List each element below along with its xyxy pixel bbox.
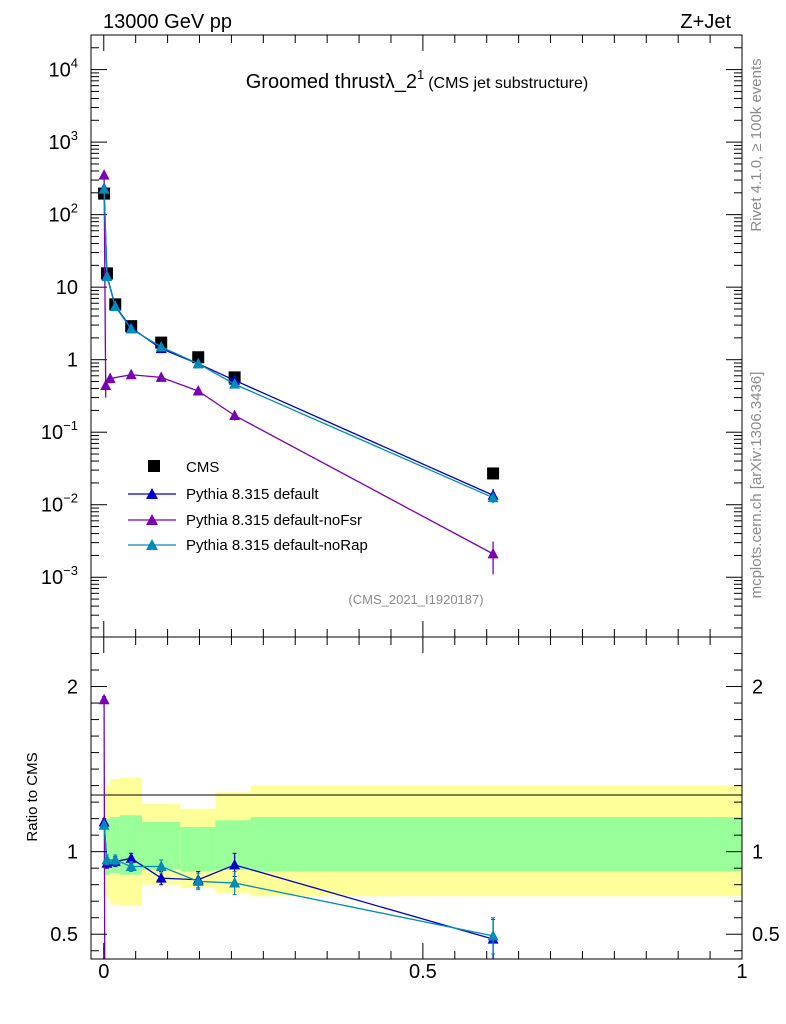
ratio-point-pythia-8-315-default-norap	[101, 853, 113, 865]
ratio-y-tick-label-right: 0.5	[752, 924, 780, 946]
ratio-frame	[90, 636, 743, 960]
data-point-pythia-8-315-default-norap	[192, 357, 204, 369]
main-y-tick-label: 104	[49, 56, 78, 82]
main-y-tick-label-base: 10	[41, 567, 63, 589]
main-y-tick-label-exponent: 3	[71, 128, 78, 143]
chart-title-superscript: 1	[417, 67, 424, 82]
data-point-pythia-8-315-default-norap	[98, 183, 110, 194]
main-y-tick-label-base: 1	[67, 350, 78, 372]
ratio-series	[98, 693, 499, 960]
main-y-tick-label-exponent: 2	[71, 201, 78, 216]
ratio-point-pythia-8-315-default	[155, 872, 167, 883]
main-y-tick-label: 10	[56, 277, 78, 299]
data-point-pythia-8-315-default-norap	[109, 300, 121, 312]
data-point-cms	[487, 467, 500, 480]
process-label: Z+Jet	[680, 11, 731, 33]
data-point-pythia-8-315-default-norap	[229, 378, 241, 389]
ratio-point-pythia-8-315-default-norap	[98, 819, 110, 830]
legend-label-nofsr: Pythia 8.315 default-noFsr	[186, 512, 362, 529]
data-point-pythia-8-315-default-nofsr	[155, 371, 167, 382]
ratio-y-tick-label-right: 2	[752, 677, 763, 699]
ratio-point-pythia-8-315-default-nofsr	[98, 693, 110, 705]
legend-label-default: Pythia 8.315 default	[186, 486, 319, 503]
ratio-point-pythia-8-315-default-norap	[229, 877, 241, 888]
main-y-tick-label-exponent: 4	[71, 56, 78, 71]
ratio-point-pythia-8-315-default-norap	[125, 860, 137, 872]
stat-uncertainty-band	[180, 826, 216, 872]
mcplots-label: mcplots.cern.ch [arXiv:1306.3436]	[748, 372, 765, 599]
legend-marker-nofsr	[146, 514, 158, 525]
ratio-point-pythia-8-315-default-norap	[192, 875, 204, 886]
main-ticks	[91, 34, 743, 637]
ratio-point-pythia-8-315-default	[229, 858, 241, 870]
main-y-tick-label: 102	[49, 201, 78, 227]
data-point-pythia-8-315-default-nofsr	[100, 379, 112, 391]
data-point-pythia-8-315-default-nofsr	[487, 547, 499, 559]
main-y-tick-label-base: 10	[49, 205, 71, 227]
ratio-panel: 0.5 0.51 12 20 0.5 1 Ratio to CMS	[24, 636, 780, 983]
data-point-pythia-8-315-default-nofsr	[229, 409, 241, 420]
ratio-uncertainty-bands	[103, 777, 742, 907]
legend-marker-norap	[146, 539, 158, 550]
legend: CMS Pythia 8.315 default Pythia 8.315 de…	[128, 459, 368, 554]
legend-label-norap: Pythia 8.315 default-noRap	[186, 537, 368, 554]
main-y-tick-label-exponent: −2	[63, 491, 78, 506]
main-y-tick-label: 10−3	[41, 563, 78, 589]
main-y-tick-label: 1	[67, 350, 78, 372]
data-point-pythia-8-315-default-norap	[487, 491, 499, 503]
x-tick-label: 0	[98, 961, 109, 983]
data-point-pythia-8-315-default-nofsr	[125, 368, 137, 380]
main-y-tick-label-base: 10	[41, 495, 63, 517]
data-point-cms	[192, 351, 205, 364]
analysis-tag: (CMS_2021_I1920187)	[348, 592, 483, 607]
ratio-y-tick-label-left: 1	[67, 842, 78, 864]
series-line-pythia-8-315-default-norap	[103, 189, 494, 499]
ratio-point-pythia-8-315-default-norap	[155, 860, 167, 872]
main-y-tick-label-base: 10	[49, 60, 71, 82]
data-point-pythia-8-315-default-norap	[101, 270, 113, 282]
main-y-tick-label: 10−1	[41, 418, 78, 444]
main-y-tick-label: 10−2	[41, 491, 78, 517]
ratio-tick-labels: 0.5 0.51 12 20 0.5 1	[50, 677, 780, 983]
chart-title: Groomed thrustλ_21 (CMS jet substructure)	[246, 67, 588, 93]
ratio-y-tick-label-left: 2	[67, 677, 78, 699]
legend-marker-cms	[148, 460, 160, 472]
chart-subtitle: (CMS jet substructure)	[428, 75, 588, 92]
rivet-version-label: Rivet 4.1.0, ≥ 100k events	[748, 58, 765, 231]
ratio-point-pythia-8-315-default	[125, 852, 137, 863]
stat-uncertainty-band	[110, 816, 120, 874]
data-point-pythia-8-315-default-nofsr	[98, 169, 110, 180]
ratio-ticks	[91, 637, 743, 959]
energy-label: 13000 GeV pp	[103, 11, 232, 33]
ratio-point-pythia-8-315-default-norap	[487, 929, 499, 941]
stat-uncertainty-band	[250, 816, 742, 872]
data-point-pythia-8-315-default-norap	[155, 340, 167, 352]
ratio-y-tick-label-right: 1	[752, 842, 763, 864]
legend-marker-default	[146, 488, 158, 499]
ratio-y-axis-label: Ratio to CMS	[24, 752, 41, 841]
main-y-tick-label-exponent: −3	[63, 563, 78, 578]
main-y-tick-label-base: 10	[41, 422, 63, 444]
main-y-tick-label-exponent: −1	[63, 418, 78, 433]
data-point-pythia-8-315-default-nofsr	[192, 385, 204, 396]
main-y-tick-label-base: 10	[56, 277, 78, 299]
chart-title-main: Groomed thrustλ_2	[246, 71, 417, 93]
stat-uncertainty-band	[215, 820, 251, 870]
ratio-point-pythia-8-315-default-norap	[109, 853, 121, 865]
ratio-y-tick-label-left: 0.5	[50, 924, 78, 946]
data-point-pythia-8-315-default-nofsr	[104, 372, 116, 384]
main-y-tick-label: 103	[49, 128, 78, 154]
stat-uncertainty-band	[104, 818, 111, 875]
data-point-pythia-8-315-default-norap	[125, 322, 137, 334]
x-tick-label: 0.5	[409, 961, 437, 983]
x-tick-label: 1	[736, 961, 747, 983]
legend-label-cms: CMS	[186, 459, 219, 476]
main-y-tick-label-base: 10	[49, 132, 71, 154]
main-series	[98, 169, 500, 575]
